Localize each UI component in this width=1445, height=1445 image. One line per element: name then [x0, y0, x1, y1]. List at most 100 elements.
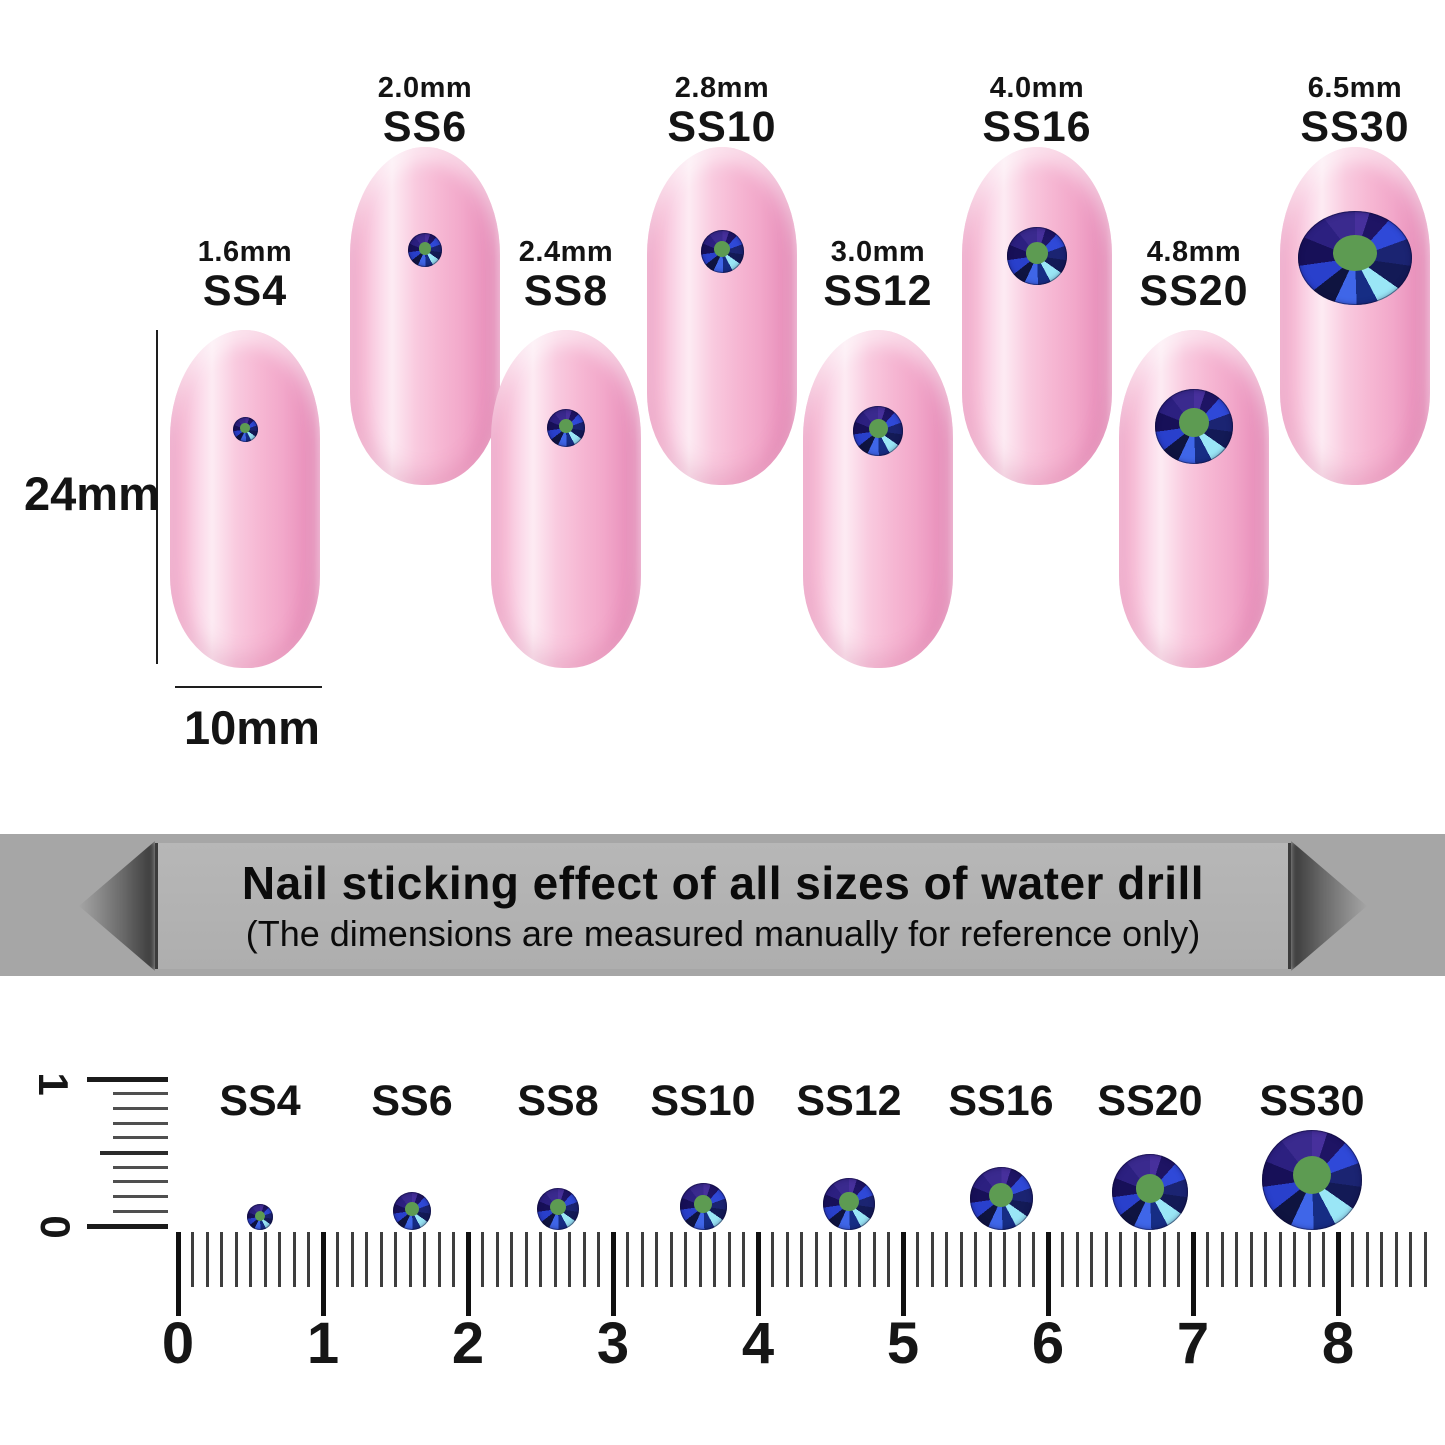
ruler-rhinestone-core-ss20 — [1135, 1173, 1165, 1203]
nail-size-label-ss30: 6.5mm SS30 — [1300, 74, 1409, 149]
ruler-minor-tick-44 — [814, 1232, 818, 1287]
ruler-minor-tick-38 — [727, 1232, 731, 1287]
ruler-minor-tick-77 — [1293, 1232, 1296, 1287]
ruler-number-4: 4 — [741, 1311, 775, 1376]
ruler-number-0: 0 — [161, 1311, 195, 1376]
ruler-rhinestone-core-ss30 — [1293, 1156, 1331, 1194]
rhinestone-ss12-on-nail — [853, 406, 903, 456]
ruler-minor-tick-31 — [626, 1232, 629, 1287]
ruler-minor-tick-71 — [1206, 1232, 1209, 1287]
banner-title: Nail sticking effect of all sizes of wat… — [241, 857, 1205, 910]
ruler-minor-tick-54 — [959, 1232, 963, 1287]
ruler-minor-tick-61 — [1061, 1232, 1064, 1287]
ruler-minor-tick-72 — [1220, 1232, 1224, 1287]
ruler-major-tick-30 — [610, 1232, 616, 1316]
ruler-minor-tick-55 — [974, 1232, 977, 1287]
ruler-minor-tick-22 — [495, 1232, 499, 1287]
rhinestone-ss4-on-ruler — [247, 1204, 273, 1230]
ruler-minor-tick-17 — [423, 1232, 426, 1287]
ruler-minor-tick-82 — [1365, 1232, 1369, 1287]
size-mm-text-ss8: 2.4mm — [518, 236, 614, 268]
ruler-minor-tick-5 — [249, 1232, 252, 1287]
ruler-minor-tick-26 — [553, 1232, 557, 1287]
rhinestone-core-ss12 — [868, 419, 888, 438]
height-measure-line — [156, 330, 158, 664]
ruler-minor-tick-56 — [988, 1232, 992, 1287]
ruler-minor-tick-74 — [1249, 1232, 1253, 1287]
vertical-ruler-tick-1 — [113, 1092, 168, 1096]
ruler-minor-tick-66 — [1133, 1232, 1137, 1287]
ruler-minor-tick-85 — [1409, 1232, 1412, 1287]
vertical-ruler-tick-3 — [113, 1121, 168, 1125]
nail-size-label-ss8: 2.4mm SS8 — [519, 238, 613, 313]
ruler-minor-tick-83 — [1380, 1232, 1383, 1287]
ruler-minor-tick-13 — [365, 1232, 368, 1287]
vertical-ruler-bottom-label: 0 — [32, 1215, 79, 1239]
ribbon-fold-left-icon — [79, 841, 155, 971]
ruler-minor-tick-7 — [278, 1232, 281, 1287]
nail-size-label-ss6: 2.0mm SS6 — [378, 74, 472, 149]
ruler-number-1: 1 — [306, 1311, 340, 1376]
rhinestone-ss20-on-ruler — [1112, 1154, 1188, 1230]
ruler-minor-tick-62 — [1075, 1232, 1079, 1287]
rhinestone-ss8-on-ruler — [537, 1188, 579, 1230]
ruler-minor-tick-2 — [205, 1232, 209, 1287]
ruler-minor-tick-75 — [1264, 1232, 1267, 1287]
vertical-ruler-tick-2 — [113, 1106, 168, 1110]
ruler-minor-tick-24 — [524, 1232, 528, 1287]
ruler-minor-tick-76 — [1278, 1232, 1282, 1287]
ruler-minor-tick-52 — [930, 1232, 934, 1287]
ruler-minor-tick-35 — [684, 1232, 687, 1287]
ruler-minor-tick-16 — [408, 1232, 412, 1287]
nail-size-label-ss4: 1.6mm SS4 — [198, 238, 292, 313]
size-code-text-ss16: SS16 — [982, 103, 1092, 151]
ruler-minor-tick-43 — [800, 1232, 803, 1287]
nail-size-label-ss12: 3.0mm SS12 — [823, 238, 932, 313]
rhinestone-core-ss8 — [558, 418, 574, 434]
ruler-minor-tick-57 — [1003, 1232, 1006, 1287]
ruler-minor-tick-84 — [1394, 1232, 1398, 1287]
vertical-ruler-tick-6 — [113, 1165, 168, 1169]
ruler-rhinestone-core-ss10 — [694, 1195, 712, 1214]
vertical-ruler-tick-4 — [113, 1136, 168, 1140]
vertical-ruler-tick-5 — [100, 1150, 168, 1155]
rhinestone-ss20-on-nail — [1155, 388, 1233, 464]
size-code-text-ss30: SS30 — [1300, 103, 1410, 151]
ruler-minor-tick-33 — [655, 1232, 658, 1287]
ruler-minor-tick-79 — [1322, 1232, 1325, 1287]
size-mm-text-ss6: 2.0mm — [377, 72, 473, 104]
ruler-number-5: 5 — [886, 1311, 920, 1376]
ruler-minor-tick-81 — [1351, 1232, 1354, 1287]
size-code-text-ss10: SS10 — [667, 103, 777, 151]
ruler-rhinestone-core-ss6 — [404, 1201, 420, 1217]
width-measure-line — [175, 686, 322, 688]
ruler-rhinestone-core-ss4 — [255, 1210, 265, 1221]
ruler-minor-tick-3 — [220, 1232, 223, 1287]
ruler-stone-label-ss30: SS30 — [1259, 1077, 1365, 1125]
ruler-stone-label-ss10: SS10 — [650, 1077, 756, 1125]
rhinestone-ss30-on-nail — [1298, 211, 1412, 305]
nail-ss20 — [1119, 330, 1269, 668]
ruler-minor-tick-34 — [669, 1232, 673, 1287]
vertical-ruler-tick-0 — [87, 1076, 168, 1082]
ruler-minor-tick-11 — [336, 1232, 339, 1287]
nail-ss8 — [491, 330, 641, 668]
ruler-minor-tick-46 — [843, 1232, 847, 1287]
ruler-minor-tick-69 — [1177, 1232, 1180, 1287]
ruler-major-tick-70 — [1190, 1232, 1196, 1316]
size-mm-text-ss16: 4.0mm — [989, 72, 1085, 104]
ruler-minor-tick-21 — [481, 1232, 484, 1287]
ruler-minor-tick-27 — [568, 1232, 571, 1287]
ruler-minor-tick-51 — [916, 1232, 919, 1287]
ruler-number-7: 7 — [1176, 1311, 1210, 1376]
size-mm-text-ss12: 3.0mm — [830, 236, 926, 268]
ruler-minor-tick-19 — [452, 1232, 455, 1287]
ruler-major-tick-50 — [900, 1232, 906, 1316]
banner-ribbon: Nail sticking effect of all sizes of wat… — [79, 841, 1367, 971]
ruler-minor-tick-45 — [829, 1232, 832, 1287]
rhinestone-core-ss20 — [1179, 408, 1209, 437]
ruler-minor-tick-1 — [191, 1232, 194, 1287]
nail-ss30 — [1280, 147, 1430, 485]
rhinestone-core-ss16 — [1025, 242, 1049, 265]
